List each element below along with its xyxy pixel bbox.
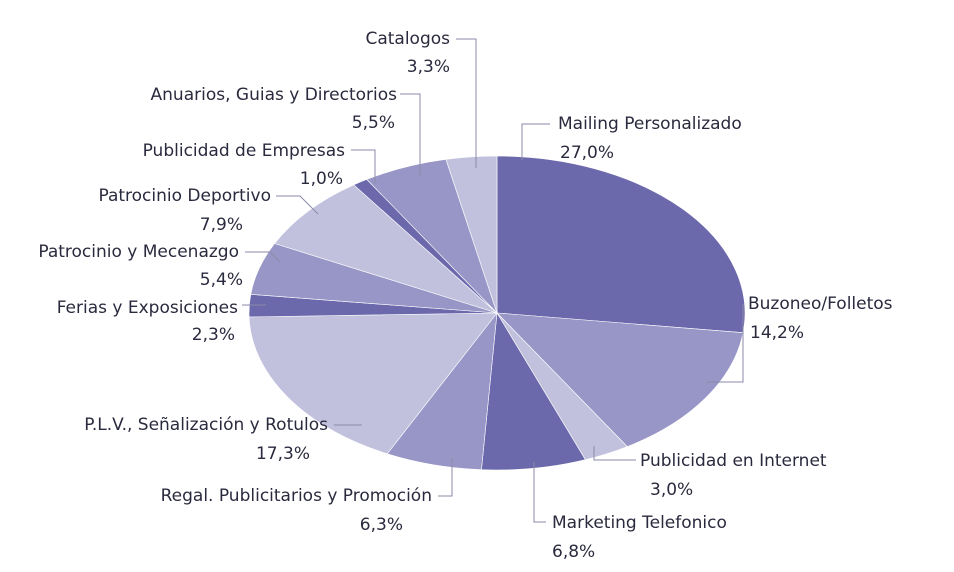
slice-value-label: 1,0%: [300, 169, 343, 189]
leader-line-marketing-telefonico: [533, 462, 546, 523]
slice-label: Marketing Telefonico: [552, 513, 727, 533]
slice-value-label: 6,8%: [552, 542, 595, 562]
slice-value-label: 6,3%: [360, 515, 403, 535]
slice-value-label: 14,2%: [750, 323, 804, 343]
slice-labels: Mailing Personalizado 27,0% Buzoneo/Follet…: [38, 29, 892, 562]
pie-slices: [248, 155, 746, 471]
slice-value-label: 5,4%: [200, 270, 243, 290]
pie-slice-buzoneo-folletos: [496, 312, 744, 447]
slice-label: Anuarios, Guias y Directorios: [151, 85, 398, 105]
leader-line-regal-publicitarios-y-promocion: [438, 458, 453, 497]
leader-line-mailing-personalizado: [521, 123, 550, 160]
pie-slice-patrocinio-deportivo: [274, 184, 498, 314]
slice-value-label: 5,5%: [352, 113, 395, 133]
pie-slice-p-l-v-senalizacion-y-rotulos: [248, 312, 498, 455]
leader-line-catalogos: [456, 38, 477, 168]
slice-value-label: 7,9%: [200, 215, 243, 235]
slice-value-label: 3,0%: [650, 480, 693, 500]
slice-value-label: 2,3%: [192, 325, 235, 345]
leader-line-publicidad-de-empresas: [351, 149, 376, 184]
slice-label: Regal. Publicitarios y Promoción: [161, 486, 432, 506]
slice-label: Publicidad en Internet: [640, 451, 827, 471]
slice-label: Catalogos: [365, 29, 450, 49]
slice-value-label: 3,3%: [407, 57, 450, 77]
leader-line-buzoneo-folletos: [706, 304, 744, 383]
leader-line-patrocinio-y-mecenazgo: [245, 251, 281, 263]
slice-label: Patrocinio Deportivo: [98, 186, 271, 206]
leader-line-anuarios-guias-y-directorios: [400, 93, 421, 176]
slice-value-label: 17,3%: [256, 444, 310, 464]
slice-label: P.L.V., Señalización y Rotulos: [84, 415, 328, 435]
leader-line-publicidad-en-internet: [593, 446, 636, 461]
leader-lines: [242, 38, 744, 523]
slice-label: Buzoneo/Folletos: [748, 294, 893, 314]
slice-label: Publicidad de Empresas: [143, 141, 346, 161]
slice-label: Patrocinio y Mecenazgo: [38, 242, 239, 262]
leader-line-patrocinio-deportivo: [276, 195, 319, 215]
slice-label: Ferias y Exposiciones: [57, 298, 238, 318]
slice-value-label: 27,0%: [560, 143, 614, 163]
pie-slice-mailing-personalizado: [496, 155, 746, 334]
slice-label: Mailing Personalizado: [558, 114, 742, 134]
pie-slice-catalogos: [445, 155, 498, 314]
